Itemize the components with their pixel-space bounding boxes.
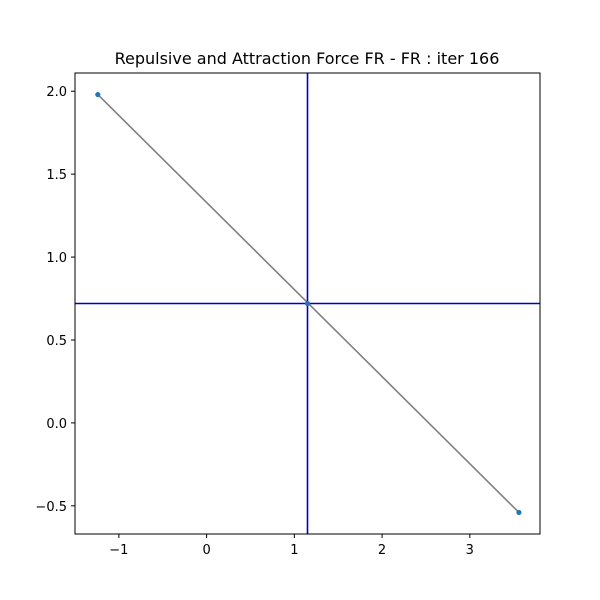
x-tick-label-3: 2	[378, 543, 386, 558]
x-tick-label-2: 1	[290, 543, 298, 558]
data-point-1	[304, 300, 311, 307]
y-tick-label-3: 1.0	[46, 251, 67, 266]
plot-content	[75, 73, 540, 534]
axes-frame	[74, 72, 541, 535]
y-tick-label-4: 1.5	[46, 168, 67, 183]
x-tick-label-1: 0	[202, 543, 210, 558]
y-tick-label-2: 0.5	[46, 334, 67, 349]
data-point-0	[95, 91, 101, 98]
data-point-2	[516, 509, 522, 516]
x-tick-label-0: −1	[109, 543, 128, 558]
plot-area: −1 0 1 2 3 −0.5 0.0 0.5 1.0 1.5 2.0	[35, 72, 541, 558]
x-tick-label-4: 3	[466, 543, 474, 558]
y-tick-label-1: 0.0	[46, 417, 67, 432]
y-tick-label-5: 2.0	[46, 85, 67, 100]
chart-title: Repulsive and Attraction Force FR - FR :…	[115, 49, 500, 68]
y-tick-label-0: −0.5	[35, 500, 67, 515]
